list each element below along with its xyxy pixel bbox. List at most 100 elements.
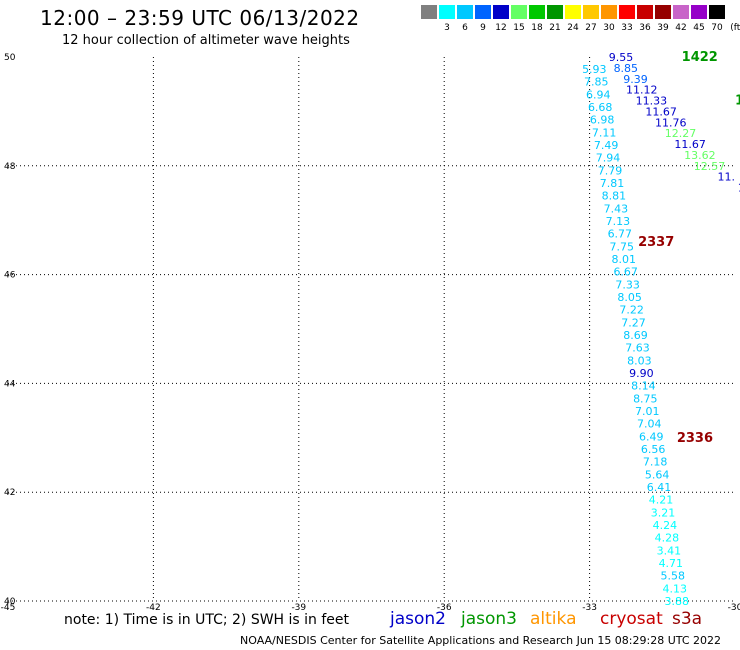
wave-height-value: 8.69 <box>623 329 648 342</box>
lon-tick-label: -30 <box>728 603 740 610</box>
wave-height-value: 6.94 <box>586 88 611 101</box>
wave-height-value: 7.27 <box>621 316 646 329</box>
wave-height-value: 3.88 <box>664 595 689 608</box>
wave-height-value: 6.49 <box>639 430 664 443</box>
lat-tick-label: 46 <box>4 271 16 281</box>
scale-swatch <box>547 5 563 19</box>
wave-height-value: 11.67 <box>674 138 706 151</box>
track-id-label: 1422 <box>682 50 718 65</box>
wave-height-value: 7.04 <box>637 418 662 431</box>
wave-height-value: 7.22 <box>619 304 644 317</box>
scale-label: 39 <box>657 23 669 33</box>
lon-tick-label: -33 <box>582 603 597 610</box>
scale-label: 12 <box>495 23 507 33</box>
wave-height-value: 6.98 <box>590 114 615 127</box>
lon-tick-label: -42 <box>146 603 161 610</box>
scale-label: 42 <box>675 23 687 33</box>
wave-height-value: 4.21 <box>649 494 674 507</box>
scale-label: 15 <box>513 23 525 33</box>
scale-swatch <box>691 5 707 19</box>
scale-label: 36 <box>639 23 651 33</box>
credit-line: NOAA/NESDIS Center for Satellite Applica… <box>240 634 722 647</box>
wave-height-value: 8.03 <box>627 354 652 367</box>
wave-height-value: 4.28 <box>655 532 680 545</box>
wave-height-value: 11.67 <box>645 105 677 118</box>
mission-jason3: jason3 <box>461 609 517 629</box>
scale-swatch <box>673 5 689 19</box>
scale-swatch <box>601 5 617 19</box>
wave-height-map: -45 -42 -39 -36 -33 -305048464442405.937.856.… <box>1 50 740 610</box>
scale-unit: (ft) <box>730 23 740 33</box>
wave-height-value: 7.85 <box>584 76 609 89</box>
scale-swatch <box>637 5 653 19</box>
scale-label: 3 <box>444 23 450 33</box>
scale-swatch <box>439 5 455 19</box>
wave-height-value: 4.13 <box>662 582 687 595</box>
scale-label: 45 <box>693 23 705 33</box>
wave-height-value: 6.67 <box>613 266 638 279</box>
lat-tick-label: 42 <box>4 488 15 498</box>
wave-height-value: 8.85 <box>614 62 639 75</box>
wave-height-value: 7.11 <box>592 126 617 139</box>
wave-height-value: 12.27 <box>665 127 697 140</box>
track-id-label: 2337 <box>638 235 674 250</box>
track-id-label: 2336 <box>677 431 713 446</box>
wave-height-value: 7.81 <box>600 177 625 190</box>
scale-label: 6 <box>462 23 468 33</box>
lat-tick-label: 50 <box>4 53 16 63</box>
wave-height-value: 3.41 <box>657 544 682 557</box>
wave-height-value: 5.93 <box>582 63 607 76</box>
lon-tick-label: -45 <box>1 603 16 610</box>
page-subtitle: 12 hour collection of altimeter wave hei… <box>62 33 350 48</box>
wave-height-value: 7.43 <box>604 202 629 215</box>
scale-label: 27 <box>585 23 597 33</box>
wave-height-value: 7.13 <box>606 215 631 228</box>
wave-height-value: 13.62 <box>684 149 716 162</box>
wave-height-value: 5.58 <box>661 570 686 583</box>
scale-swatch <box>475 5 491 19</box>
wave-height-value: 5.64 <box>645 468 670 481</box>
scale-label: 9 <box>480 23 486 33</box>
wave-height-value: 7.75 <box>610 240 635 253</box>
wave-height-value: 7.33 <box>615 278 640 291</box>
mission-cryosat: cryosat <box>600 609 663 629</box>
wave-height-value: 4.71 <box>659 557 684 570</box>
scale-swatch <box>655 5 671 19</box>
wave-height-value: 9.90 <box>629 367 654 380</box>
scale-swatch <box>421 5 437 19</box>
scale-swatch <box>619 5 635 19</box>
page-title: 12:00 – 23:59 UTC 06/13/2022 <box>40 6 360 30</box>
lat-tick-label: 48 <box>4 162 16 172</box>
lon-tick-label: -39 <box>291 603 306 610</box>
scale-label: 30 <box>603 23 615 33</box>
scale-swatch <box>529 5 545 19</box>
wave-height-value: 7.79 <box>598 164 623 177</box>
wave-height-value: 8.81 <box>602 190 627 203</box>
scale-swatch <box>493 5 509 19</box>
scale-label: 21 <box>549 23 561 33</box>
track-id-label: 1423 <box>735 94 740 109</box>
lon-tick-label: -36 <box>437 603 452 610</box>
wave-height-value: 6.56 <box>641 443 666 456</box>
mission-s3a: s3a <box>672 609 703 629</box>
scale-label: 33 <box>621 23 633 33</box>
wave-height-value: 11. <box>718 171 736 184</box>
scale-swatch <box>511 5 527 19</box>
wave-height-value: 6.77 <box>608 228 633 241</box>
wave-height-value: 7.01 <box>635 405 660 418</box>
wave-height-value: 6.41 <box>647 481 672 494</box>
wave-height-value: 8.01 <box>611 253 636 266</box>
scale-label: 70 <box>711 23 723 33</box>
wave-height-value: 9.39 <box>623 73 648 86</box>
scale-swatch <box>583 5 599 19</box>
wave-height-value: 7.18 <box>643 456 668 469</box>
lat-tick-label: 40 <box>4 597 16 607</box>
wave-height-value: 9.55 <box>609 51 634 64</box>
wave-height-value: 11.76 <box>655 116 687 129</box>
wave-height-value: 6.68 <box>588 101 613 114</box>
wave-height-value: 8.14 <box>631 380 656 393</box>
wave-height-value: 8.05 <box>617 291 642 304</box>
footer-note: note: 1) Time is in UTC; 2) SWH is in fe… <box>64 612 350 628</box>
wave-height-value: 7.49 <box>594 139 619 152</box>
lat-tick-label: 44 <box>4 379 16 389</box>
